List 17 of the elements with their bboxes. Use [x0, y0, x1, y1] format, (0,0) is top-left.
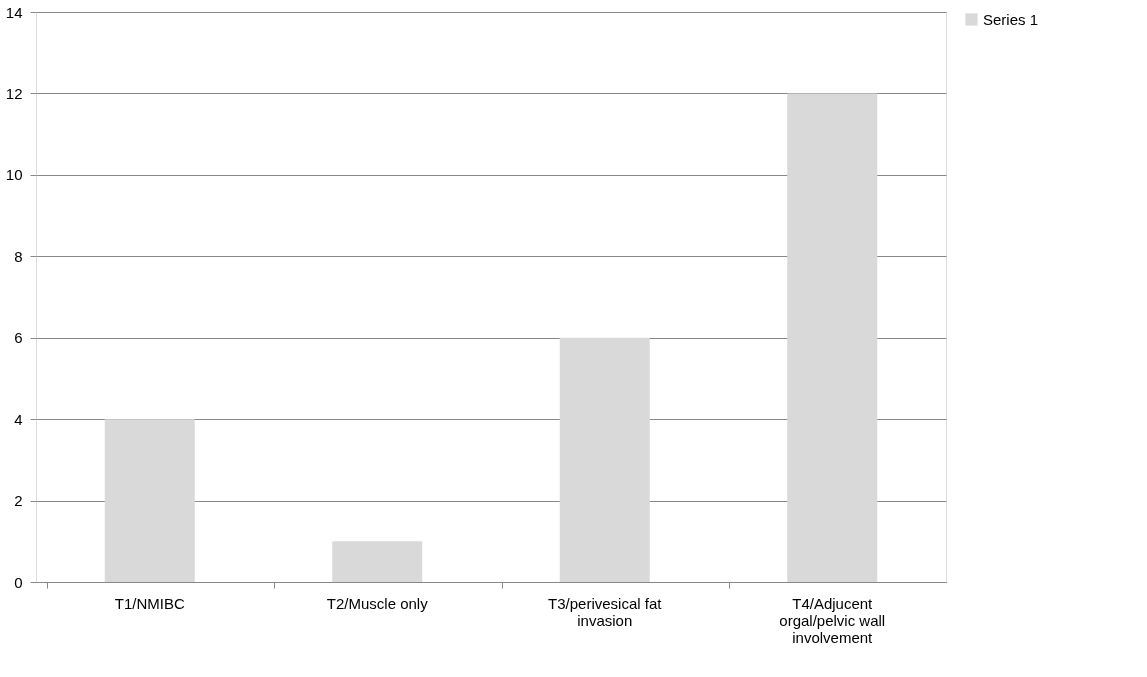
y-tick-label: 8 [14, 247, 23, 265]
y-tick-label: 4 [14, 410, 23, 428]
y-tick-label: 6 [14, 329, 23, 347]
y-tick-label: 14 [5, 3, 23, 21]
x-tick-label: T4/Adjucent orgal/pelvic wall involvement [779, 594, 886, 646]
bar [104, 419, 195, 582]
bar [559, 337, 650, 582]
x-tick-label: T1/NMIBC [114, 594, 185, 612]
y-tick-label: 0 [14, 573, 23, 591]
legend-label: Series 1 [983, 10, 1039, 28]
x-tick-label: T2/Muscle only [326, 594, 429, 612]
y-tick-label: 12 [5, 84, 23, 102]
x-tick-label: T3/perivesical fat invasion [548, 594, 663, 629]
y-tick-label: 10 [5, 166, 23, 184]
y-tick-label: 2 [14, 492, 23, 510]
bar [332, 541, 423, 582]
bar [787, 93, 878, 582]
